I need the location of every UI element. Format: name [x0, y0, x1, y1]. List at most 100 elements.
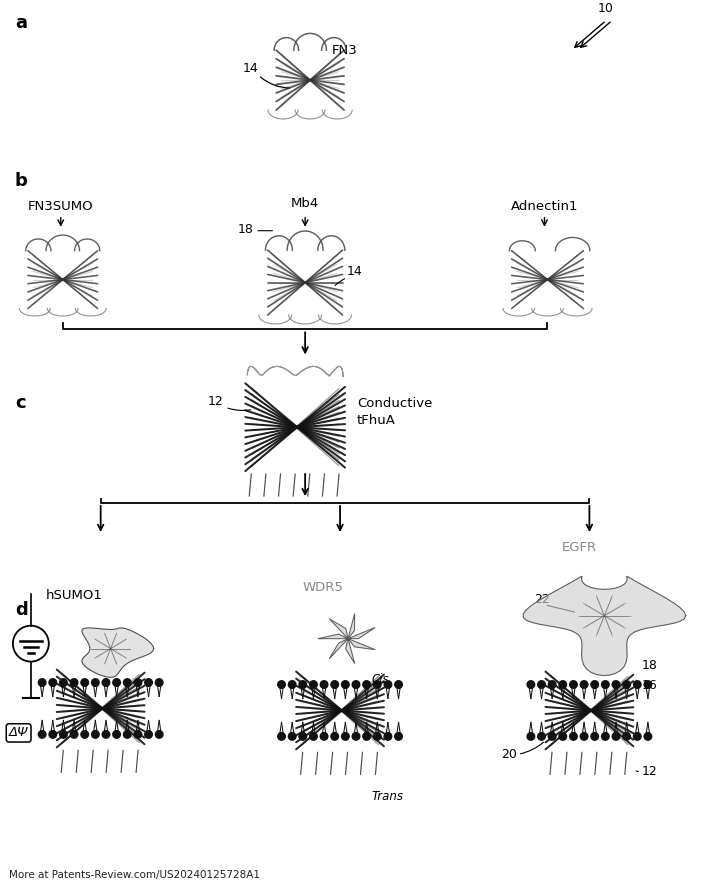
- Circle shape: [113, 731, 121, 738]
- Text: Mb4: Mb4: [291, 197, 319, 210]
- Polygon shape: [523, 576, 686, 676]
- Circle shape: [548, 733, 556, 741]
- Circle shape: [299, 733, 306, 741]
- Circle shape: [580, 681, 588, 688]
- Circle shape: [644, 681, 652, 688]
- Circle shape: [352, 681, 359, 688]
- Text: b: b: [15, 172, 28, 190]
- Circle shape: [278, 681, 285, 688]
- Text: Cis: Cis: [372, 672, 389, 686]
- Circle shape: [70, 731, 78, 738]
- Circle shape: [38, 678, 46, 686]
- Circle shape: [601, 733, 609, 741]
- Circle shape: [569, 733, 577, 741]
- Circle shape: [49, 731, 57, 738]
- Circle shape: [49, 678, 57, 686]
- Text: 12: 12: [207, 395, 223, 408]
- Circle shape: [559, 733, 566, 741]
- Text: More at Patents-Review.com/US20240125728A1: More at Patents-Review.com/US20240125728…: [9, 870, 260, 880]
- Text: d: d: [15, 601, 28, 619]
- Polygon shape: [330, 638, 348, 659]
- Circle shape: [395, 733, 402, 741]
- Circle shape: [633, 733, 641, 741]
- Polygon shape: [330, 619, 348, 638]
- Circle shape: [331, 681, 338, 688]
- Text: hSUMO1: hSUMO1: [46, 589, 103, 602]
- Circle shape: [81, 731, 89, 738]
- Circle shape: [299, 681, 306, 688]
- Text: 14: 14: [347, 265, 363, 278]
- Circle shape: [537, 681, 545, 688]
- Circle shape: [352, 733, 359, 741]
- Circle shape: [363, 681, 370, 688]
- Text: 10: 10: [598, 3, 613, 15]
- Circle shape: [289, 681, 296, 688]
- Polygon shape: [346, 638, 354, 663]
- Polygon shape: [348, 638, 375, 650]
- Circle shape: [623, 733, 630, 741]
- Text: c: c: [15, 394, 26, 412]
- Circle shape: [145, 678, 152, 686]
- Circle shape: [81, 678, 89, 686]
- Text: FN3: FN3: [332, 44, 358, 57]
- Circle shape: [569, 681, 577, 688]
- Circle shape: [70, 678, 78, 686]
- Circle shape: [363, 733, 370, 741]
- Circle shape: [113, 678, 121, 686]
- Circle shape: [145, 731, 152, 738]
- Circle shape: [91, 678, 99, 686]
- Circle shape: [374, 681, 381, 688]
- Polygon shape: [348, 614, 354, 638]
- Text: 14: 14: [242, 62, 258, 75]
- Circle shape: [527, 681, 535, 688]
- Circle shape: [289, 733, 296, 741]
- Circle shape: [612, 733, 620, 741]
- Text: FN3SUMO: FN3SUMO: [28, 200, 94, 213]
- Text: 16: 16: [641, 678, 657, 692]
- Circle shape: [537, 733, 545, 741]
- Circle shape: [60, 678, 67, 686]
- Polygon shape: [348, 628, 375, 638]
- Text: 18: 18: [238, 223, 253, 235]
- Circle shape: [60, 731, 67, 738]
- Circle shape: [331, 733, 338, 741]
- Text: 20: 20: [502, 749, 518, 761]
- Text: EGFR: EGFR: [562, 541, 596, 554]
- Circle shape: [155, 731, 163, 738]
- Polygon shape: [318, 634, 348, 638]
- Circle shape: [123, 731, 131, 738]
- Text: 18: 18: [641, 659, 657, 671]
- Text: 12: 12: [641, 765, 657, 778]
- Circle shape: [559, 681, 566, 688]
- Circle shape: [623, 681, 630, 688]
- Polygon shape: [82, 628, 154, 678]
- Circle shape: [38, 731, 46, 738]
- Text: 22: 22: [535, 593, 550, 606]
- Circle shape: [601, 681, 609, 688]
- Circle shape: [591, 681, 598, 688]
- Circle shape: [633, 681, 641, 688]
- Circle shape: [374, 733, 381, 741]
- Circle shape: [548, 681, 556, 688]
- Circle shape: [155, 678, 163, 686]
- Circle shape: [395, 681, 402, 688]
- Circle shape: [102, 731, 110, 738]
- Text: ΔΨ: ΔΨ: [9, 726, 28, 740]
- Circle shape: [91, 731, 99, 738]
- Circle shape: [644, 733, 652, 741]
- Circle shape: [310, 681, 317, 688]
- Circle shape: [134, 678, 142, 686]
- Circle shape: [310, 733, 317, 741]
- Circle shape: [320, 733, 328, 741]
- Circle shape: [134, 731, 142, 738]
- Circle shape: [591, 733, 598, 741]
- Circle shape: [320, 681, 328, 688]
- Circle shape: [384, 733, 391, 741]
- Text: Adnectin1: Adnectin1: [510, 200, 579, 213]
- Circle shape: [123, 678, 131, 686]
- Text: WDR5: WDR5: [302, 581, 343, 594]
- Circle shape: [612, 681, 620, 688]
- Circle shape: [342, 681, 349, 688]
- Text: Trans: Trans: [372, 790, 404, 804]
- Circle shape: [580, 733, 588, 741]
